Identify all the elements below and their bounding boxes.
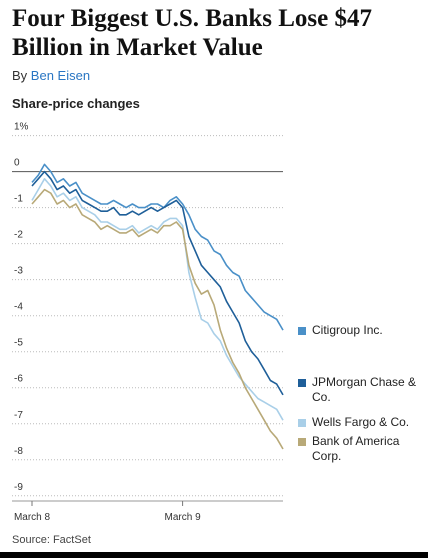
source: Source: FactSet	[12, 534, 91, 546]
x-tick-label: March 8	[14, 512, 51, 523]
series-line	[31, 188, 284, 450]
y-tick-label: 0	[14, 158, 20, 169]
legend-swatch	[298, 327, 306, 335]
series-line	[31, 163, 284, 331]
y-tick-label: -3	[14, 266, 23, 277]
y-tick-label: -4	[14, 302, 23, 313]
author-link[interactable]: Ben Eisen	[30, 68, 91, 83]
y-tick-label: 1%	[14, 122, 29, 133]
bottom-bar	[0, 552, 428, 558]
y-tick-label: -8	[14, 446, 23, 457]
y-tick-label: -6	[14, 374, 23, 385]
byline: By Ben Eisen	[12, 68, 90, 83]
legend-swatch	[298, 438, 306, 446]
chart-subtitle: Share-price changes	[12, 96, 140, 111]
legend-swatch	[298, 379, 306, 387]
legend-label: JPMorgan Chase & Co.	[312, 375, 417, 404]
legend-label: Wells Fargo & Co.	[312, 415, 410, 429]
headline: Four Biggest U.S. Banks Lose $47 Billion…	[12, 5, 373, 61]
y-tick-label: -5	[14, 338, 23, 349]
y-tick-label: -2	[14, 230, 23, 241]
y-tick-label: -9	[14, 482, 23, 493]
series-line	[31, 170, 284, 396]
y-tick-label: -7	[14, 410, 23, 421]
legend-label: Citigroup Inc.	[312, 323, 383, 337]
y-tick-label: -1	[14, 194, 23, 205]
series-line	[31, 178, 284, 421]
byline-prefix: By	[12, 68, 28, 83]
legend-swatch	[298, 419, 306, 427]
legend-label: Bank of America Corp.	[312, 434, 400, 463]
x-tick-label: March 9	[165, 512, 202, 523]
